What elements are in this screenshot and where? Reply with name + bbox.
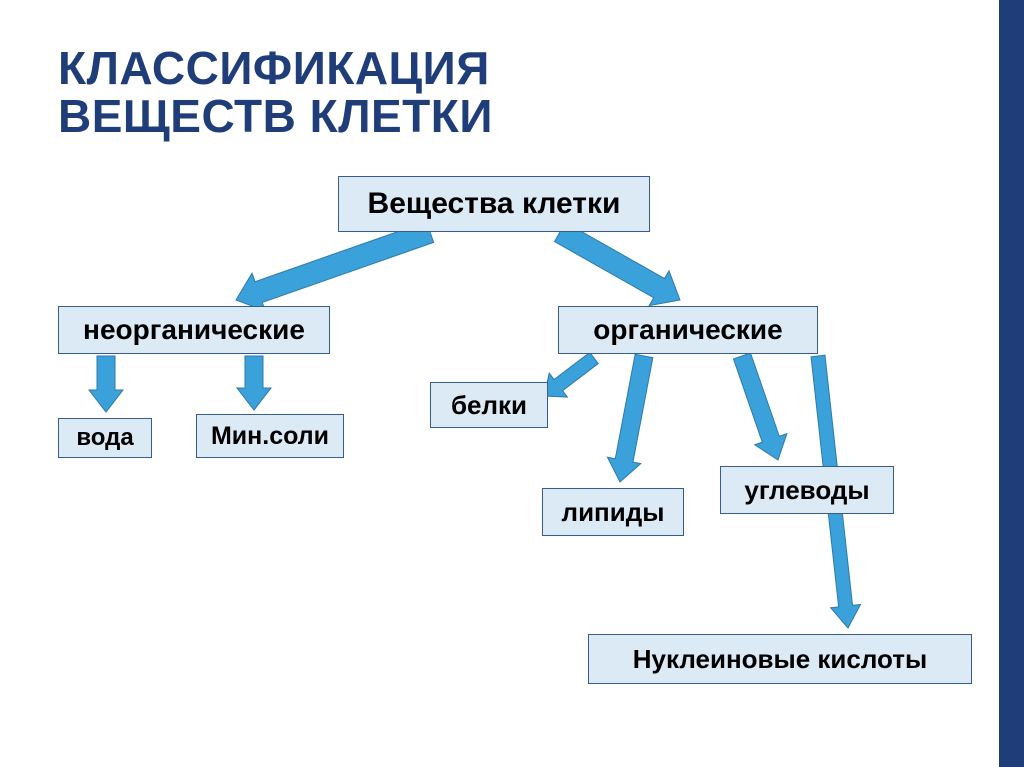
node-root: Вещества клетки bbox=[338, 176, 650, 232]
accent-bar bbox=[999, 0, 1024, 767]
node-proteins: белки bbox=[430, 382, 548, 428]
node-carbs: углеводы bbox=[720, 466, 894, 514]
node-salts: Мин.соли bbox=[196, 414, 344, 458]
title-line-1: КЛАССИФИКАЦИЯ bbox=[58, 42, 490, 94]
node-lipids: липиды bbox=[542, 488, 684, 536]
slide-title: КЛАССИФИКАЦИЯ ВЕЩЕСТВ КЛЕТКИ bbox=[58, 44, 493, 141]
node-water: вода bbox=[58, 418, 152, 458]
node-inorganic: неорганические bbox=[58, 306, 330, 354]
node-nucleic: Нуклеиновые кислоты bbox=[588, 634, 972, 684]
node-organic: органические bbox=[558, 306, 818, 354]
title-line-2: ВЕЩЕСТВ КЛЕТКИ bbox=[58, 90, 493, 142]
slide: КЛАССИФИКАЦИЯ ВЕЩЕСТВ КЛЕТКИ Вещества кл… bbox=[0, 0, 1024, 767]
